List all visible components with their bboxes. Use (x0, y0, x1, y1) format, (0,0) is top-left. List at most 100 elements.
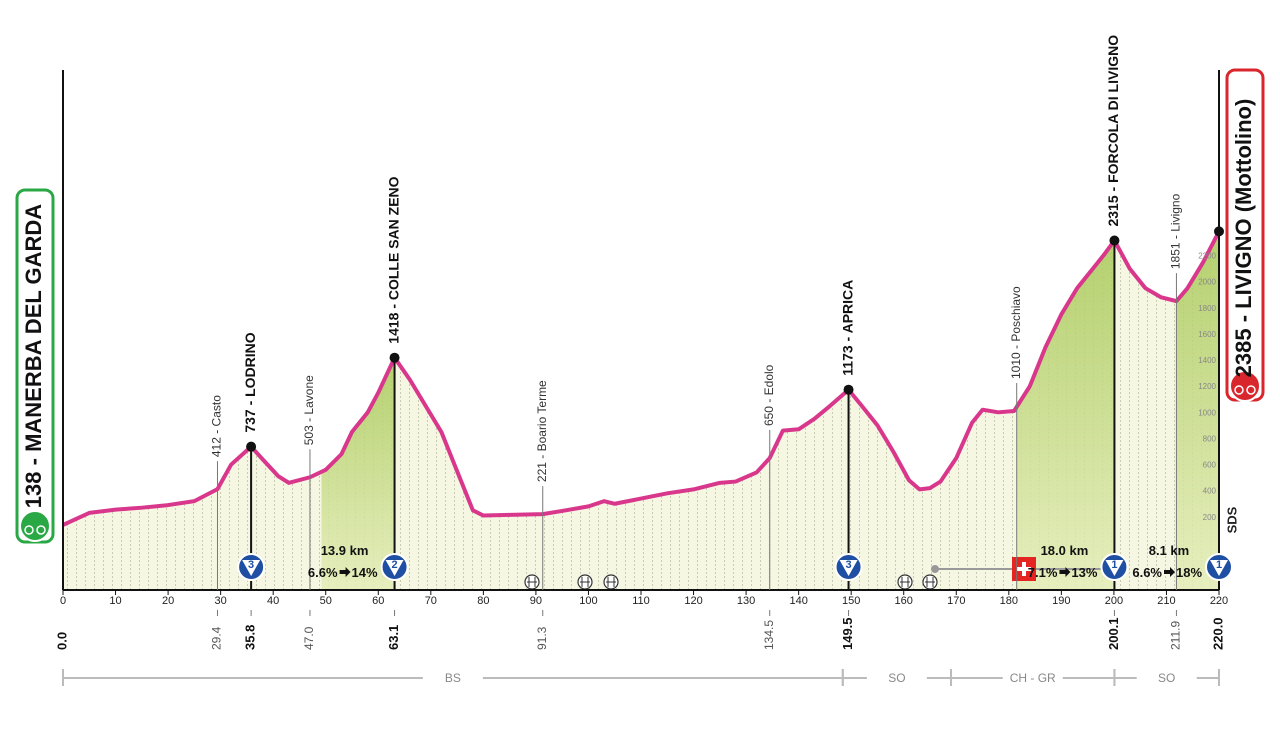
climb-arrow (1164, 567, 1175, 577)
x-tick-label: 130 (737, 595, 755, 607)
y-tick-label: 1600 (1198, 330, 1216, 339)
climb-average: 6.6% (1132, 565, 1162, 580)
y-tick-label: 400 (1203, 487, 1217, 496)
start-icon-wheel (36, 525, 46, 535)
service-icon-grid (527, 577, 935, 587)
summit-dot (843, 384, 854, 395)
climb-badge-triangle (839, 560, 858, 576)
place-label: 221 - Boario Terme (535, 380, 549, 482)
x-tick-label: 80 (477, 595, 489, 607)
climb-arrow (339, 567, 351, 577)
x-tick-label: 160 (895, 595, 913, 607)
x-tick-label: 10 (109, 595, 121, 607)
finish-note: SDS (1224, 506, 1239, 533)
x-tick-label: 30 (215, 595, 227, 607)
climb-badge-triangle (385, 560, 404, 576)
km-label: 47.0 (302, 626, 316, 650)
summit-label: 737 - LODRINO (242, 332, 258, 432)
x-tick-label: 20 (162, 595, 174, 607)
place-label: 503 - Lavone (302, 375, 316, 445)
y-tick-label: 2200 (1198, 252, 1216, 261)
climb-average: 6.6% (308, 565, 338, 580)
km-label: 149.5 (840, 617, 855, 650)
km-label: 200.1 (1106, 617, 1121, 650)
climb-max: 14% (352, 565, 378, 580)
summit-dot (389, 352, 400, 363)
climb-length: 8.1 km (1149, 543, 1189, 558)
climb-shading (321, 357, 395, 590)
climb-shading (1176, 231, 1219, 590)
y-tick-label: 600 (1203, 461, 1217, 470)
y-tick-label: 1000 (1198, 408, 1216, 417)
finish-icon-wheel (1246, 385, 1256, 395)
x-tick-label: 120 (684, 595, 702, 607)
x-tick-label: 210 (1157, 595, 1175, 607)
summit-dot (1109, 235, 1120, 246)
start-label: 138 - MANERBA DEL GARDA (21, 204, 46, 508)
border-dot (931, 565, 939, 573)
region-label: SO (1158, 671, 1175, 685)
climb-badge-triangle (1210, 560, 1228, 576)
finish-dot (1214, 226, 1224, 237)
climb-category: 2 (391, 559, 397, 571)
climb-average: 7.1% (1028, 565, 1058, 580)
climb-length: 18.0 km (1041, 543, 1089, 558)
climb-shading (1016, 240, 1115, 591)
climb-badge-triangle (1105, 560, 1124, 576)
km-label: 29.4 (210, 626, 224, 650)
place-label: 1010 - Poschiavo (1009, 286, 1023, 379)
x-tick-label: 90 (530, 595, 542, 607)
place-label: 412 - Casto (210, 395, 224, 457)
x-tick-label: 140 (789, 595, 807, 607)
climb-badge-triangle (242, 560, 261, 576)
profile-layer (62, 230, 1221, 591)
km-label: 63.1 (386, 625, 401, 650)
x-tick-label: 50 (320, 595, 332, 607)
y-tick-label: 2000 (1198, 278, 1216, 287)
x-tick-label: 180 (1000, 595, 1018, 607)
service-icon-lines (527, 577, 935, 587)
region-label-bg (1136, 669, 1197, 685)
y-tick-label: 200 (1203, 513, 1217, 522)
climb-category: 1 (1216, 559, 1222, 571)
climb-category: 3 (248, 559, 254, 571)
summit-dot (246, 441, 257, 452)
place-label: 1851 - Livigno (1169, 193, 1183, 269)
region-label: CH - GR (1010, 671, 1056, 685)
x-tick-label: 190 (1052, 595, 1070, 607)
climb-length: 13.9 km (321, 543, 369, 558)
swiss-cross (1017, 562, 1031, 576)
summit-label: 2315 - FORCOLA DI LIVIGNO (1105, 35, 1121, 227)
x-tick-label: 220 (1210, 595, 1228, 607)
y-tick-label: 1800 (1198, 304, 1216, 313)
x-tick-label: 70 (425, 595, 437, 607)
km-label: 91.3 (535, 626, 549, 650)
x-tick-label: 0 (60, 595, 66, 607)
start-icon-wheel (24, 525, 34, 535)
y-tick-label: 800 (1203, 434, 1217, 443)
finish-label: 2385 - LIVIGNO (Mottolino) (1231, 99, 1256, 378)
x-tick-label: 100 (579, 595, 597, 607)
km-label: 35.8 (243, 625, 258, 650)
finish-km-label: 220.0 (1210, 617, 1225, 650)
region-label: BS (445, 671, 461, 685)
x-tick-label: 200 (1105, 595, 1123, 607)
km-label: 134.5 (762, 620, 776, 650)
climb-category: 3 (845, 559, 851, 571)
climb-max: 13% (1071, 565, 1097, 580)
region-label-bg (866, 669, 927, 685)
x-tick-label: 40 (267, 595, 279, 607)
climb-max: 18% (1176, 565, 1202, 580)
y-tick-label: 1200 (1198, 382, 1216, 391)
x-tick-label: 170 (947, 595, 965, 607)
finish-icon-wheel (1234, 385, 1244, 395)
region-label-bg (422, 669, 483, 685)
start-icon (19, 510, 51, 542)
summit-label: 1173 - APRICA (839, 280, 855, 376)
km-label: 211.9 (1169, 621, 1183, 650)
summit-label: 1418 - COLLE SAN ZENO (385, 176, 401, 343)
climb-category: 1 (1111, 559, 1117, 571)
start-km-label: 0.0 (54, 632, 69, 650)
region-label-bg (1002, 669, 1063, 685)
